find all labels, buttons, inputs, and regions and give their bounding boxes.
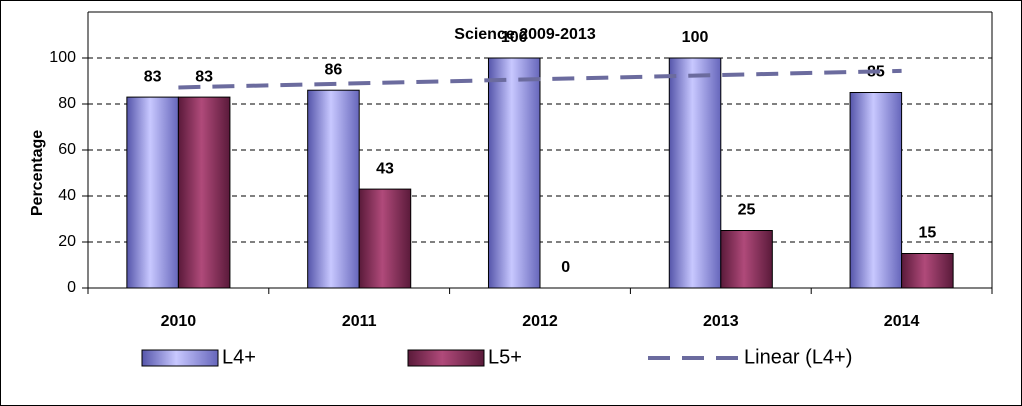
y-tick-label: 100	[49, 49, 76, 66]
y-tick-label: 60	[58, 141, 76, 158]
y-tick-label: 20	[58, 233, 76, 250]
legend-label: L5+	[488, 346, 522, 368]
trendline	[178, 68, 902, 90]
data-label: 43	[376, 160, 394, 177]
bar	[177, 96, 231, 289]
y-axis-label: Percentage	[29, 130, 46, 216]
bar	[668, 57, 722, 289]
x-tick-label: 2012	[522, 313, 558, 330]
legend-swatch	[141, 349, 219, 367]
x-tick-label: 2013	[703, 313, 739, 330]
y-tick-label: 40	[58, 187, 76, 204]
y-tick-label: 80	[58, 95, 76, 112]
bar	[487, 57, 541, 289]
y-tick-label: 0	[67, 279, 76, 296]
x-tick-label: 2010	[161, 313, 197, 330]
chart-title: Science 2009-2013	[454, 26, 596, 43]
data-label: 25	[738, 202, 756, 219]
legend-label: Linear (L4+)	[744, 346, 852, 368]
legend-swatch	[407, 349, 485, 367]
data-label: 15	[918, 225, 936, 242]
bar	[126, 96, 179, 289]
bar	[901, 253, 954, 289]
data-label: 100	[501, 29, 528, 46]
x-tick-label: 2011	[342, 313, 377, 330]
data-label: 100	[682, 29, 709, 46]
data-label: 0	[561, 259, 570, 276]
x-tick-label: 2014	[884, 313, 920, 330]
bar	[307, 89, 360, 289]
legend-label: L4+	[222, 346, 256, 368]
bar	[358, 188, 412, 289]
bar	[720, 230, 773, 289]
data-label: 83	[144, 68, 162, 85]
data-label: 83	[195, 68, 213, 85]
data-label: 86	[325, 61, 343, 78]
bar	[849, 92, 903, 289]
